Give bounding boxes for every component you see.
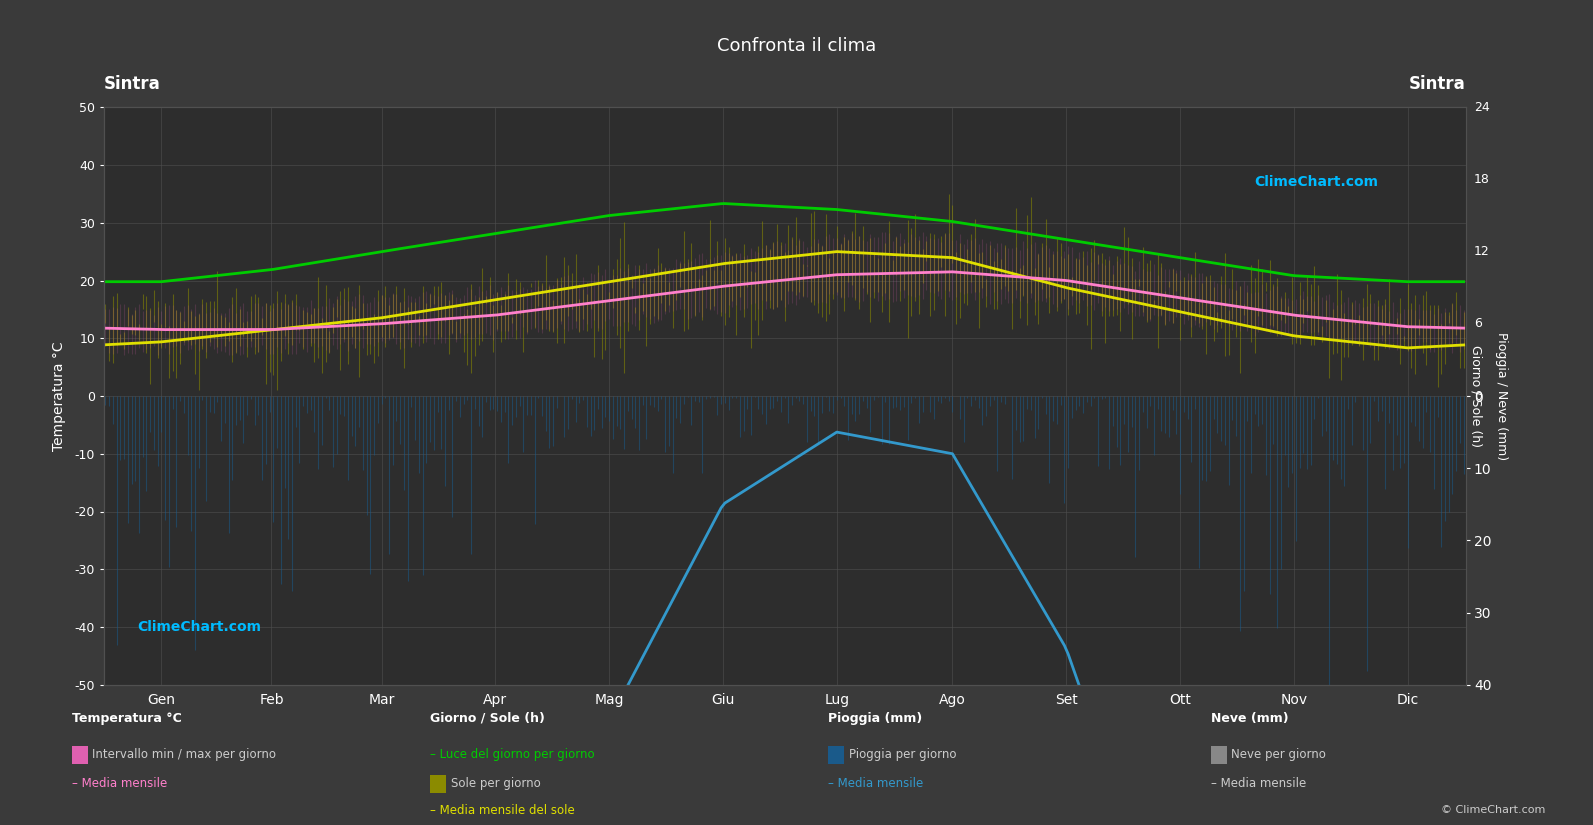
Text: ClimeChart.com: ClimeChart.com [137, 620, 261, 634]
Text: Intervallo min / max per giorno: Intervallo min / max per giorno [92, 748, 277, 761]
Text: Confronta il clima: Confronta il clima [717, 37, 876, 55]
Y-axis label: Pioggia / Neve (mm): Pioggia / Neve (mm) [1496, 332, 1509, 460]
Text: 12: 12 [1474, 245, 1489, 258]
Text: – Luce del giorno per giorno: – Luce del giorno per giorno [430, 748, 594, 761]
Y-axis label: Temperatura °C: Temperatura °C [53, 342, 67, 450]
Text: – Media mensile: – Media mensile [828, 777, 924, 790]
Text: Giorno / Sole (h): Giorno / Sole (h) [430, 712, 545, 725]
Text: ClimeChart.com: ClimeChart.com [1254, 176, 1378, 189]
Text: Pioggia per giorno: Pioggia per giorno [849, 748, 956, 761]
Text: – Media mensile: – Media mensile [1211, 777, 1306, 790]
Text: – Media mensile del sole: – Media mensile del sole [430, 804, 575, 817]
Text: 18: 18 [1474, 173, 1489, 186]
Text: – Media mensile: – Media mensile [72, 777, 167, 790]
Text: Temperatura °C: Temperatura °C [72, 712, 182, 725]
Text: 6: 6 [1474, 318, 1481, 330]
Text: 0: 0 [1474, 389, 1481, 403]
Text: Pioggia (mm): Pioggia (mm) [828, 712, 922, 725]
Text: © ClimeChart.com: © ClimeChart.com [1440, 804, 1545, 814]
Text: Neve per giorno: Neve per giorno [1231, 748, 1327, 761]
Text: Sintra: Sintra [104, 75, 161, 93]
Text: Sole per giorno: Sole per giorno [451, 777, 540, 790]
Text: 24: 24 [1474, 101, 1489, 114]
Text: Neve (mm): Neve (mm) [1211, 712, 1289, 725]
Text: Sintra: Sintra [1408, 75, 1466, 93]
Y-axis label: Giorno / Sole (h): Giorno / Sole (h) [1469, 345, 1481, 447]
